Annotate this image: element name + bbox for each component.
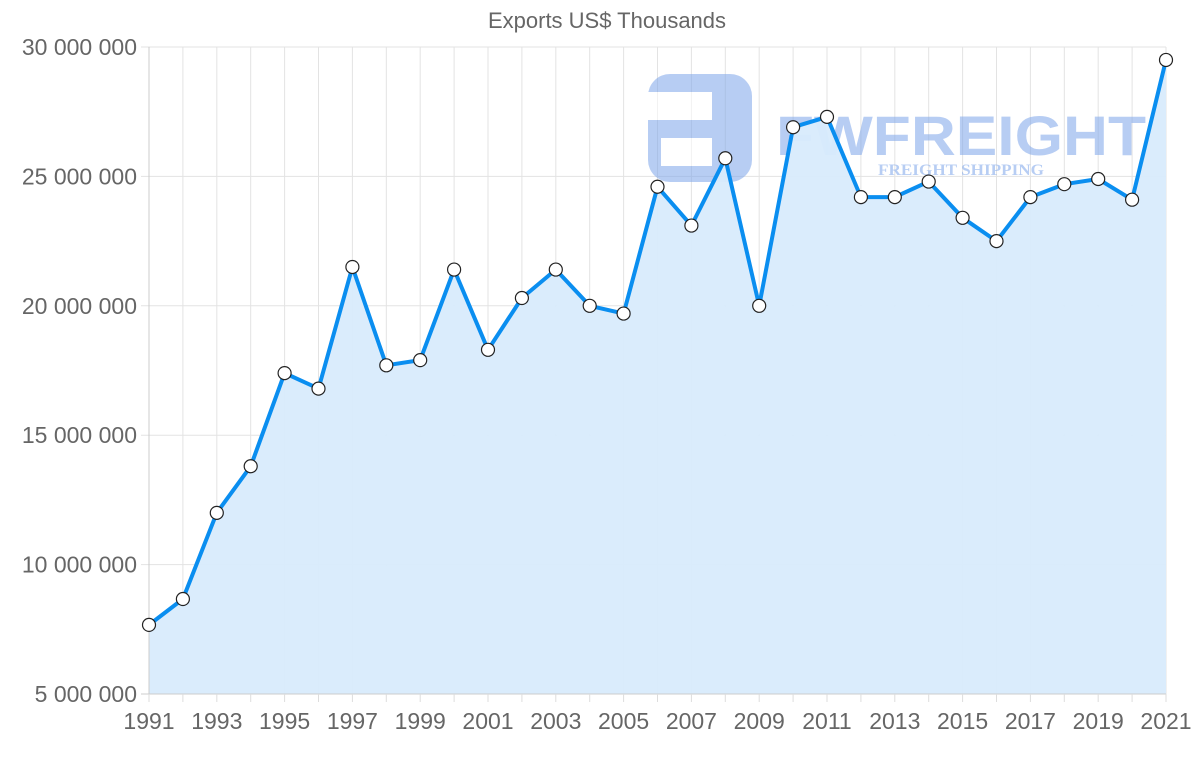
data-point[interactable] xyxy=(887,190,902,205)
x-tick-label: 2005 xyxy=(598,708,649,734)
x-tick-label: 1995 xyxy=(259,708,310,734)
data-point[interactable] xyxy=(650,179,665,194)
x-tick-label: 2007 xyxy=(666,708,717,734)
x-tick-label: 2015 xyxy=(937,708,988,734)
x-tick-label: 1999 xyxy=(395,708,446,734)
data-point[interactable] xyxy=(480,342,496,357)
x-tick-label: 2003 xyxy=(530,708,581,734)
y-tick-label: 10 000 000 xyxy=(22,552,137,578)
data-point[interactable] xyxy=(141,617,157,633)
x-tick-label: 2021 xyxy=(1140,708,1191,734)
x-tick-label: 2001 xyxy=(462,708,513,734)
y-tick-label: 5 000 000 xyxy=(35,681,137,707)
data-point[interactable] xyxy=(548,262,563,277)
x-tick-label: 2017 xyxy=(1005,708,1056,734)
data-point[interactable] xyxy=(175,591,190,607)
data-point[interactable] xyxy=(1158,52,1174,68)
watermark-logo: FWFREIGHT FREIGHT SHIPPING xyxy=(648,74,1146,182)
fwfreight-logo-icon xyxy=(648,74,752,182)
data-point[interactable] xyxy=(311,381,326,396)
x-tick-label: 2011 xyxy=(802,708,851,734)
data-point[interactable] xyxy=(989,234,1004,249)
data-point[interactable] xyxy=(921,174,936,189)
data-point[interactable] xyxy=(684,218,699,233)
axes xyxy=(141,47,1167,702)
y-tick-label: 25 000 000 xyxy=(22,163,137,189)
x-tick-label: 1993 xyxy=(191,708,242,734)
data-point[interactable] xyxy=(243,459,258,474)
x-tick-label: 2013 xyxy=(869,708,920,734)
data-point[interactable] xyxy=(582,298,597,313)
chart-title: Exports US$ Thousands xyxy=(487,8,727,33)
y-tick-label: 20 000 000 xyxy=(22,293,137,319)
y-tick-label: 30 000 000 xyxy=(22,34,137,60)
data-point[interactable] xyxy=(785,120,801,135)
data-point[interactable] xyxy=(819,109,835,124)
data-point[interactable] xyxy=(413,353,428,368)
area-fill xyxy=(149,59,1166,694)
data-point[interactable] xyxy=(718,151,733,166)
x-tick-label: 2019 xyxy=(1073,708,1124,734)
data-points xyxy=(141,52,1174,633)
data-point[interactable] xyxy=(1057,177,1072,192)
data-point[interactable] xyxy=(209,505,224,520)
data-point[interactable] xyxy=(955,210,970,225)
y-axis-ticks: 5 000 000 10 000 000 15 000 000 20 000 000 2… xyxy=(22,34,137,707)
data-point[interactable] xyxy=(1023,190,1038,205)
data-point[interactable] xyxy=(752,298,767,313)
data-point[interactable] xyxy=(447,262,462,277)
data-point[interactable] xyxy=(1091,171,1106,187)
watermark-tagline: FREIGHT SHIPPING xyxy=(878,162,1045,179)
y-tick-label: 15 000 000 xyxy=(22,422,137,448)
data-point[interactable] xyxy=(616,306,631,321)
x-tick-label: 2009 xyxy=(734,708,785,734)
x-tick-label: 1991 xyxy=(123,708,174,734)
data-point[interactable] xyxy=(379,358,394,373)
data-point[interactable] xyxy=(1124,192,1140,207)
data-point[interactable] xyxy=(514,290,530,306)
data-point[interactable] xyxy=(853,190,869,205)
data-point[interactable] xyxy=(345,259,360,275)
x-axis-ticks: 1991 1993 1995 1997 1999 2001 2003 2005 2007 2009… xyxy=(123,708,1191,734)
data-point[interactable] xyxy=(277,365,292,381)
x-tick-label: 1997 xyxy=(327,708,378,734)
